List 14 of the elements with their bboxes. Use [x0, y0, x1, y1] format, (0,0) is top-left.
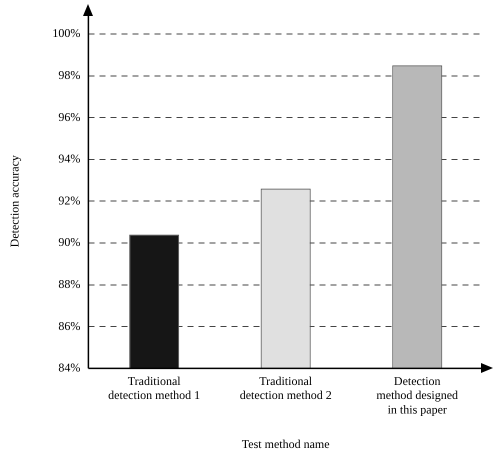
y-tick-label: 90%: [58, 235, 80, 250]
y-tick-label: 86%: [58, 318, 80, 333]
y-tick-label: 92%: [58, 193, 80, 208]
y-tick-label: 98%: [58, 68, 80, 82]
x-tick-label: Detection method designed in this paper: [376, 374, 458, 417]
y-tick-label: 88%: [58, 276, 80, 291]
y-tick-label: 94%: [58, 152, 80, 166]
y-tick-label: 96%: [58, 110, 80, 124]
y-tick-label: 84%: [58, 360, 80, 375]
y-tick-label: 100%: [52, 26, 80, 40]
x-tick-label: Traditional detection method 2: [240, 374, 332, 402]
x-tick-label: Traditional detection method 1: [108, 374, 200, 402]
x-axis-title: Test method name: [242, 436, 330, 451]
y-axis-title: Detection accuracy: [7, 155, 22, 248]
